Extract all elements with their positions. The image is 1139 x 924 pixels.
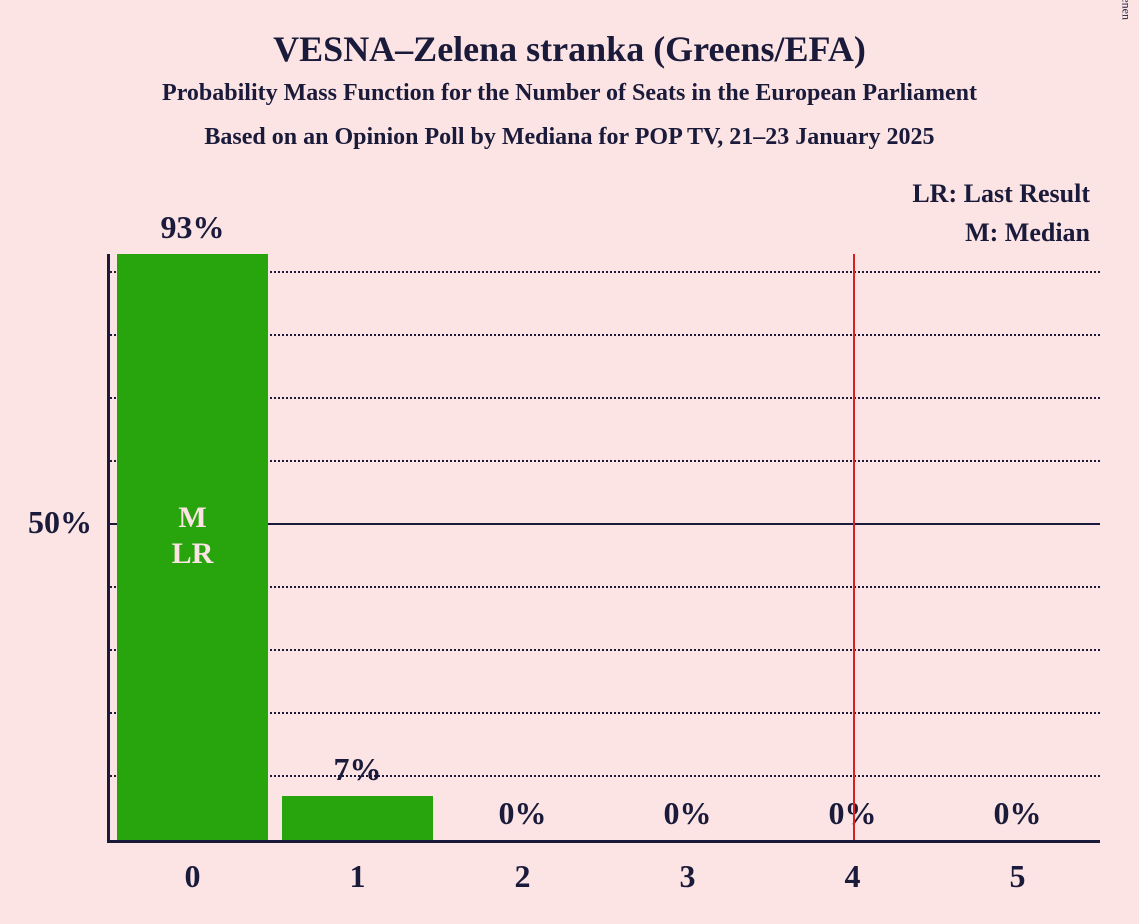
in-bar-line: LR (117, 536, 269, 572)
bar (282, 796, 434, 840)
x-tick-label: 5 (935, 858, 1100, 895)
x-tick-label: 4 (770, 858, 935, 895)
chart-subtitle-2: Based on an Opinion Poll by Mediana for … (0, 124, 1139, 151)
x-tick-label: 1 (275, 858, 440, 895)
chart-title: VESNA–Zelena stranka (Greens/EFA) (0, 28, 1139, 70)
reference-line (853, 254, 855, 840)
plot-area: 50%MLR93%07%10%20%30%40%5LR: Last Result… (110, 210, 1100, 840)
legend-line: M: Median (912, 213, 1090, 252)
bar: MLR (117, 254, 269, 840)
x-tick-label: 2 (440, 858, 605, 895)
bar-value-label: 0% (935, 795, 1100, 832)
chart-container: VESNA–Zelena stranka (Greens/EFA) Probab… (0, 0, 1139, 924)
bar-value-label: 93% (110, 209, 275, 246)
legend: LR: Last ResultM: Median (912, 174, 1090, 252)
x-tick-label: 0 (110, 858, 275, 895)
copyright-text: © 2025 Filip van Laenen (1118, 0, 1133, 20)
chart-subtitle-1: Probability Mass Function for the Number… (0, 80, 1139, 107)
in-bar-line: M (117, 500, 269, 536)
in-bar-annotation: MLR (117, 500, 269, 572)
x-axis (107, 840, 1100, 843)
bar-value-label: 0% (440, 795, 605, 832)
bar-value-label: 7% (275, 751, 440, 788)
y-axis-label: 50% (28, 504, 92, 541)
y-axis (107, 254, 110, 843)
bar-value-label: 0% (605, 795, 770, 832)
x-tick-label: 3 (605, 858, 770, 895)
legend-line: LR: Last Result (912, 174, 1090, 213)
